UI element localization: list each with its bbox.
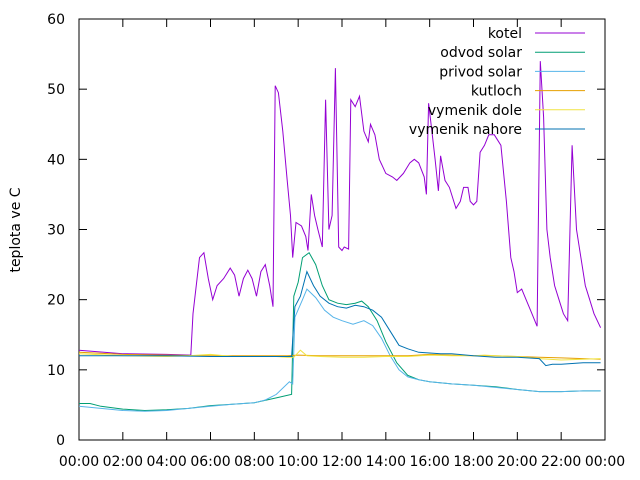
series-line-odvod-solar <box>79 251 601 412</box>
legend-label-vymenik-nahore: vymenik nahore <box>409 122 522 138</box>
x-axis-ticks: 00:00 02:00 04:00 06:00 08:00 10:00 12:00 14:00… <box>59 19 625 470</box>
series-line-privod-solar <box>78 288 601 412</box>
plot-frame <box>78 18 606 441</box>
x-tick-label: 14:00 <box>366 454 406 470</box>
legend-label-kutloch: kutloch <box>471 84 522 100</box>
y-tick-label: 40 <box>47 152 65 168</box>
legend-label-kotel: kotel <box>488 26 522 42</box>
x-tick-label: 08:00 <box>234 454 274 470</box>
legend-label-privod-solar: privod solar <box>439 64 522 80</box>
x-tick-label: 18:00 <box>453 454 493 470</box>
x-tick-label: 00:00 <box>585 454 625 470</box>
series-line-vymenik-nahore <box>79 270 601 367</box>
x-tick-label: 10:00 <box>278 454 318 470</box>
series-layer <box>78 61 602 412</box>
x-tick-label: 12:00 <box>322 454 362 470</box>
x-tick-label: 02:00 <box>103 454 143 470</box>
legend-label-odvod-solar: odvod solar <box>440 45 522 61</box>
y-tick-label: 20 <box>47 293 65 309</box>
series-line-vymenik-dole <box>78 349 601 361</box>
plot-border <box>78 18 606 441</box>
x-tick-label: 06:00 <box>190 454 230 470</box>
y-axis-ticks: 0 10 20 30 40 50 60 <box>47 12 605 449</box>
y-tick-label: 60 <box>47 12 65 28</box>
x-tick-label: 00:00 <box>59 454 99 470</box>
x-tick-label: 04:00 <box>146 454 186 470</box>
legend: kotel odvod solar privod solar kutloch vymen… <box>409 26 585 138</box>
y-tick-label: 30 <box>47 223 65 239</box>
y-tick-label: 10 <box>47 363 65 379</box>
y-tick-label: 0 <box>56 433 65 449</box>
x-tick-label: 20:00 <box>497 454 537 470</box>
x-tick-label: 22:00 <box>541 454 581 470</box>
y-axis-label: teplota ve C <box>8 187 24 272</box>
x-tick-label: 16:00 <box>409 454 449 470</box>
y-tick-label: 50 <box>47 82 65 98</box>
series-line-kotel <box>78 61 602 356</box>
legend-label-vymenik-dole: vymenik dole <box>428 103 522 119</box>
